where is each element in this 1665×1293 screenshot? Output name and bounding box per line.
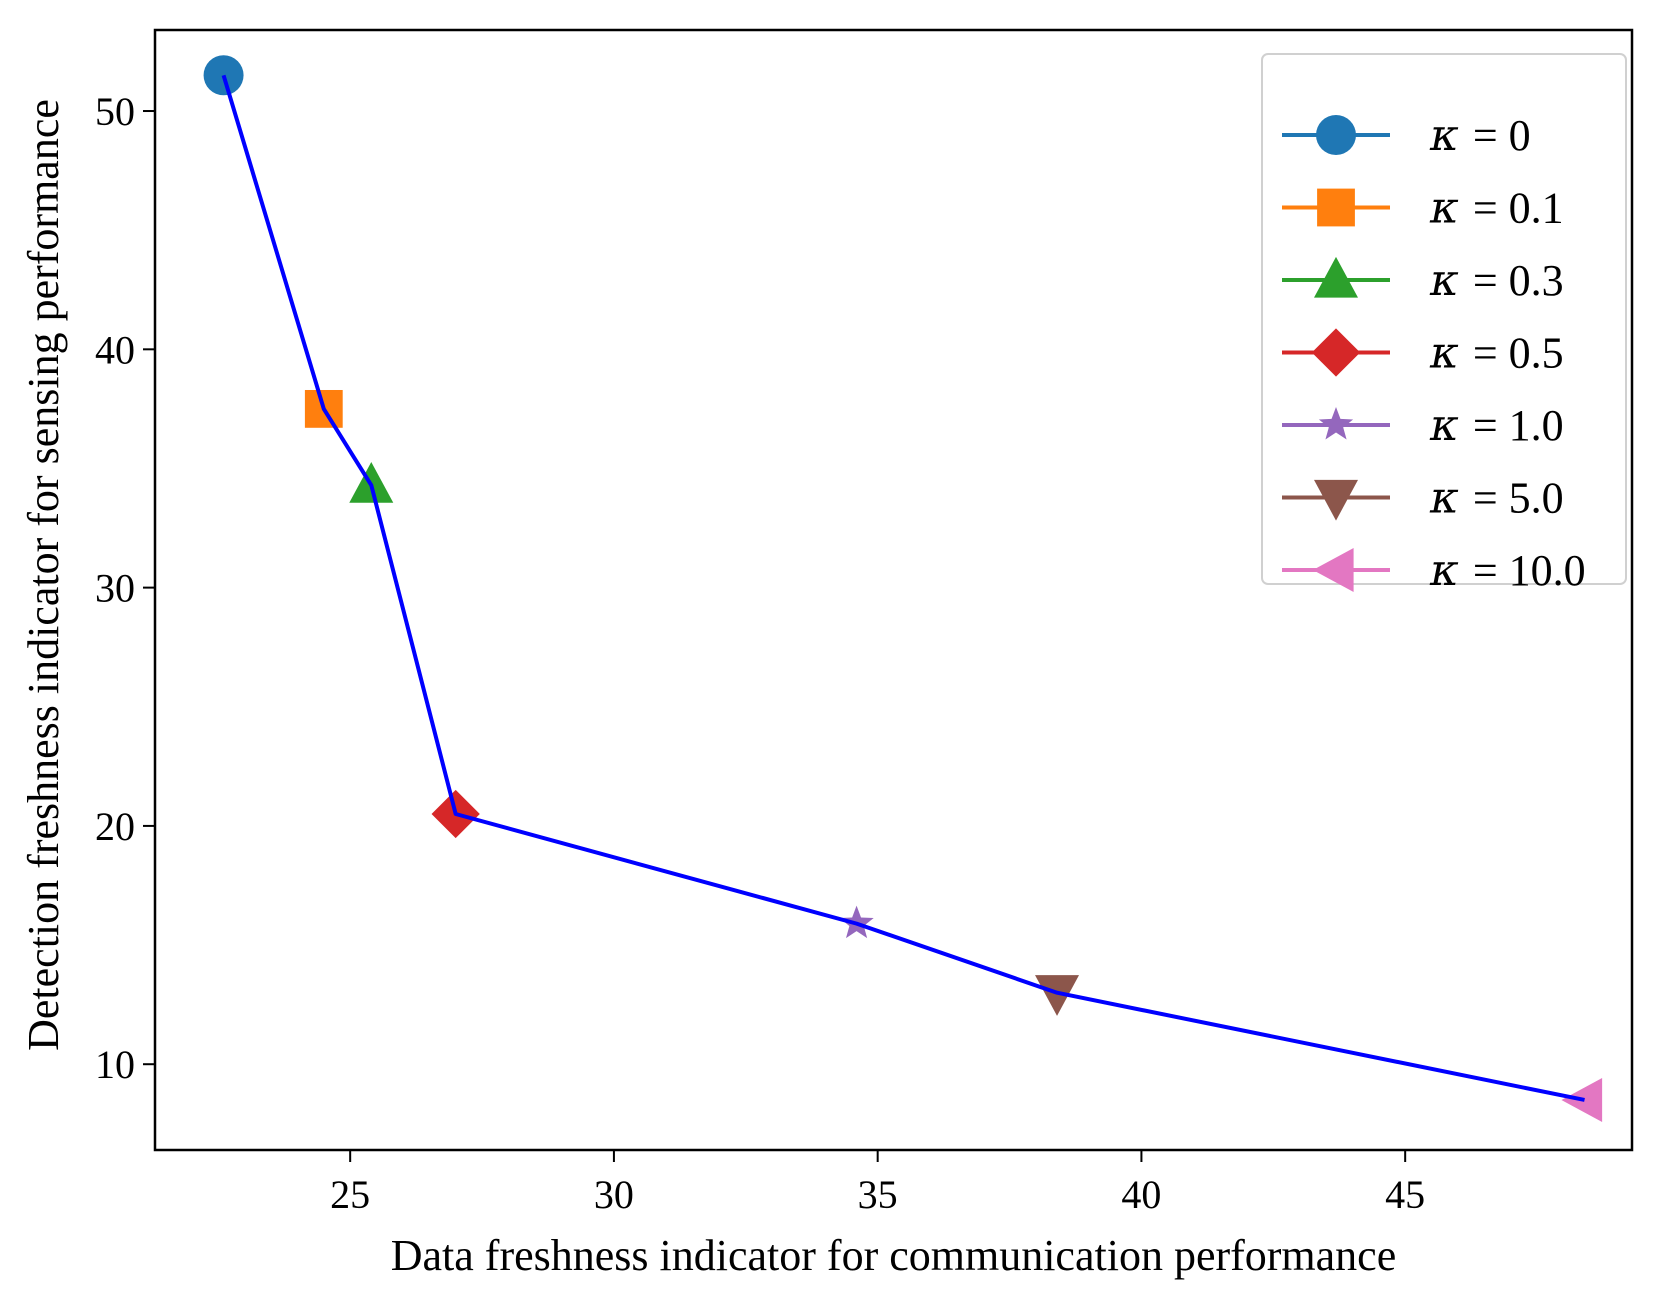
legend-marker-square [1317,188,1355,227]
x-axis-label: Data freshness indicator for communicati… [391,1231,1397,1280]
legend-kappa-symbol: κ [1429,328,1459,379]
legend-label: κ = 0.5 [1429,328,1564,379]
legend-kappa-symbol: κ [1429,473,1459,524]
legend-kappa-symbol: κ [1429,400,1459,451]
x-tick-label: 35 [858,1172,898,1217]
legend-value: = 0 [1473,111,1531,160]
legend-marker-star [1318,407,1354,440]
legend-entry: κ = 5.0 [1282,473,1564,524]
legend-value: = 0.1 [1473,184,1564,233]
y-axis-label: Detection freshness indicator for sensin… [19,99,68,1051]
legend-label: κ = 0 [1429,110,1531,161]
legend-marker-diamond [1311,328,1361,377]
y-tick-label: 30 [95,566,135,611]
legend-kappa-symbol: κ [1429,545,1459,596]
plot-area-frame [153,28,1634,1152]
legend-marker-triangle-up [1314,256,1358,298]
legend-marker-triangle-left [1312,548,1354,592]
legend: κ = 0 κ = 0.1 κ = 0.3 κ = 0.5 κ = 1.0 κ = 5.0 κ = 10.… [1261,53,1627,596]
legend-kappa-symbol: κ [1429,255,1459,306]
legend-label: κ = 1.0 [1429,400,1564,451]
legend-value: = 10.0 [1473,546,1586,595]
legend-entry: κ = 10.0 [1282,545,1586,596]
legend-label: κ = 0.3 [1429,255,1564,306]
x-tick-label: 40 [1121,1172,1161,1217]
x-tick-label: 25 [330,1172,370,1217]
legend-value: = 0.5 [1473,329,1564,378]
y-tick-label: 10 [95,1042,135,1087]
legend-entry: κ = 0.1 [1282,183,1564,234]
y-tick-label: 50 [95,89,135,134]
legend-label: κ = 0.1 [1429,183,1564,234]
tradeoff-line [221,74,1585,1102]
y-tick-label: 40 [95,327,135,372]
legend-entry: κ = 0 [1282,110,1531,161]
legend-entry: κ = 0.3 [1282,255,1564,306]
legend-entry: κ = 0.5 [1282,328,1564,379]
legend-marker-circle [1316,115,1356,155]
legend-kappa-symbol: κ [1429,110,1459,161]
legend-value: = 5.0 [1473,474,1564,523]
y-tick-label: 20 [95,804,135,849]
data-point-triangle-down [1035,975,1080,1016]
legend-label: κ = 10.0 [1429,545,1586,596]
legend-kappa-symbol: κ [1429,183,1459,234]
legend-label: κ = 5.0 [1429,473,1564,524]
legend-marker-triangle-down [1314,479,1358,521]
legend-value: = 1.0 [1473,401,1564,450]
legend-box [1261,53,1627,585]
legend-entry: κ = 1.0 [1282,400,1564,451]
x-tick-label: 30 [594,1172,634,1217]
x-tick-label: 45 [1385,1172,1425,1217]
legend-value: = 0.3 [1473,256,1564,305]
